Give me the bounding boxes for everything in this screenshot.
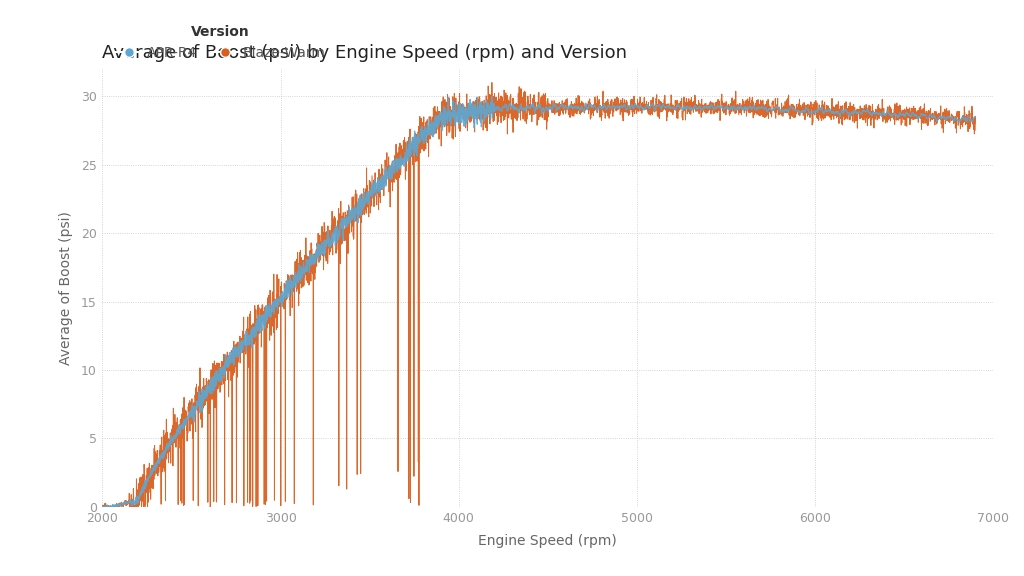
Y-axis label: Average of Boost (psi): Average of Boost (psi): [58, 211, 73, 365]
Text: Average of Boost (psi) by Engine Speed (rpm) and Version: Average of Boost (psi) by Engine Speed (…: [102, 44, 628, 62]
X-axis label: Engine Speed (rpm): Engine Speed (rpm): [478, 534, 617, 548]
Legend: APR-R4, Blaze-Warm: APR-R4, Blaze-Warm: [110, 19, 332, 65]
